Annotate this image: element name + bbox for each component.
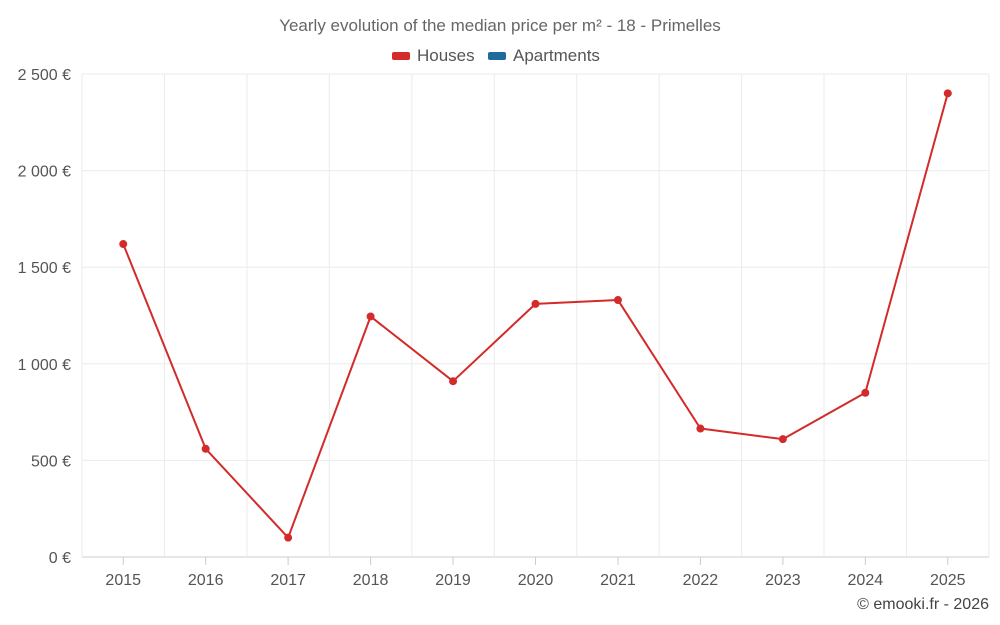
x-tick-label: 2016 xyxy=(188,572,224,589)
x-tick-label: 2022 xyxy=(683,572,719,589)
gridlines xyxy=(81,73,990,558)
y-tick-label: 0 € xyxy=(49,550,71,567)
legend: Houses Apartments xyxy=(392,46,600,65)
y-tick-label: 1 500 € xyxy=(18,260,71,277)
x-tick-label: 2019 xyxy=(435,572,471,589)
legend-swatch-apartments xyxy=(488,52,506,60)
x-tick-label: 2021 xyxy=(600,572,636,589)
data-point-2022[interactable] xyxy=(696,424,705,433)
data-point-2019[interactable] xyxy=(449,377,458,386)
legend-label-houses[interactable]: Houses xyxy=(417,46,475,65)
data-point-2020[interactable] xyxy=(531,299,540,308)
legend-label-apartments[interactable]: Apartments xyxy=(513,46,600,65)
x-tick-label: 2025 xyxy=(930,572,966,589)
chart-title: Yearly evolution of the median price per… xyxy=(279,16,721,35)
x-tick-label: 2020 xyxy=(518,572,554,589)
y-tick-label: 1 000 € xyxy=(18,357,71,374)
data-point-2023[interactable] xyxy=(778,435,787,444)
y-tick-label: 500 € xyxy=(31,453,71,470)
data-point-2016[interactable] xyxy=(201,444,210,453)
data-point-2018[interactable] xyxy=(366,312,375,321)
data-point-2021[interactable] xyxy=(613,296,622,305)
x-tick-label: 2018 xyxy=(353,572,389,589)
data-point-2015[interactable] xyxy=(119,240,128,249)
y-tick-label: 2 500 € xyxy=(18,67,71,84)
legend-swatch-houses xyxy=(392,52,410,60)
x-axis: 2015 2016 2017 2018 2019 2020 2021 2022 2023 2024… xyxy=(105,557,966,589)
data-point-2024[interactable] xyxy=(861,388,870,397)
x-tick-label: 2024 xyxy=(848,572,884,589)
y-tick-label: 2 000 € xyxy=(18,164,71,181)
y-axis: 0 € 500 € 1 000 € 1 500 € 2 000 € 2 500 € xyxy=(18,67,71,567)
x-tick-label: 2017 xyxy=(270,572,306,589)
data-point-2025[interactable] xyxy=(943,89,952,98)
x-tick-label: 2023 xyxy=(765,572,801,589)
data-point-2017[interactable] xyxy=(284,533,293,542)
x-tick-label: 2015 xyxy=(105,572,141,589)
series-houses xyxy=(119,89,952,542)
credit-text: © emooki.fr - 2026 xyxy=(857,596,989,613)
